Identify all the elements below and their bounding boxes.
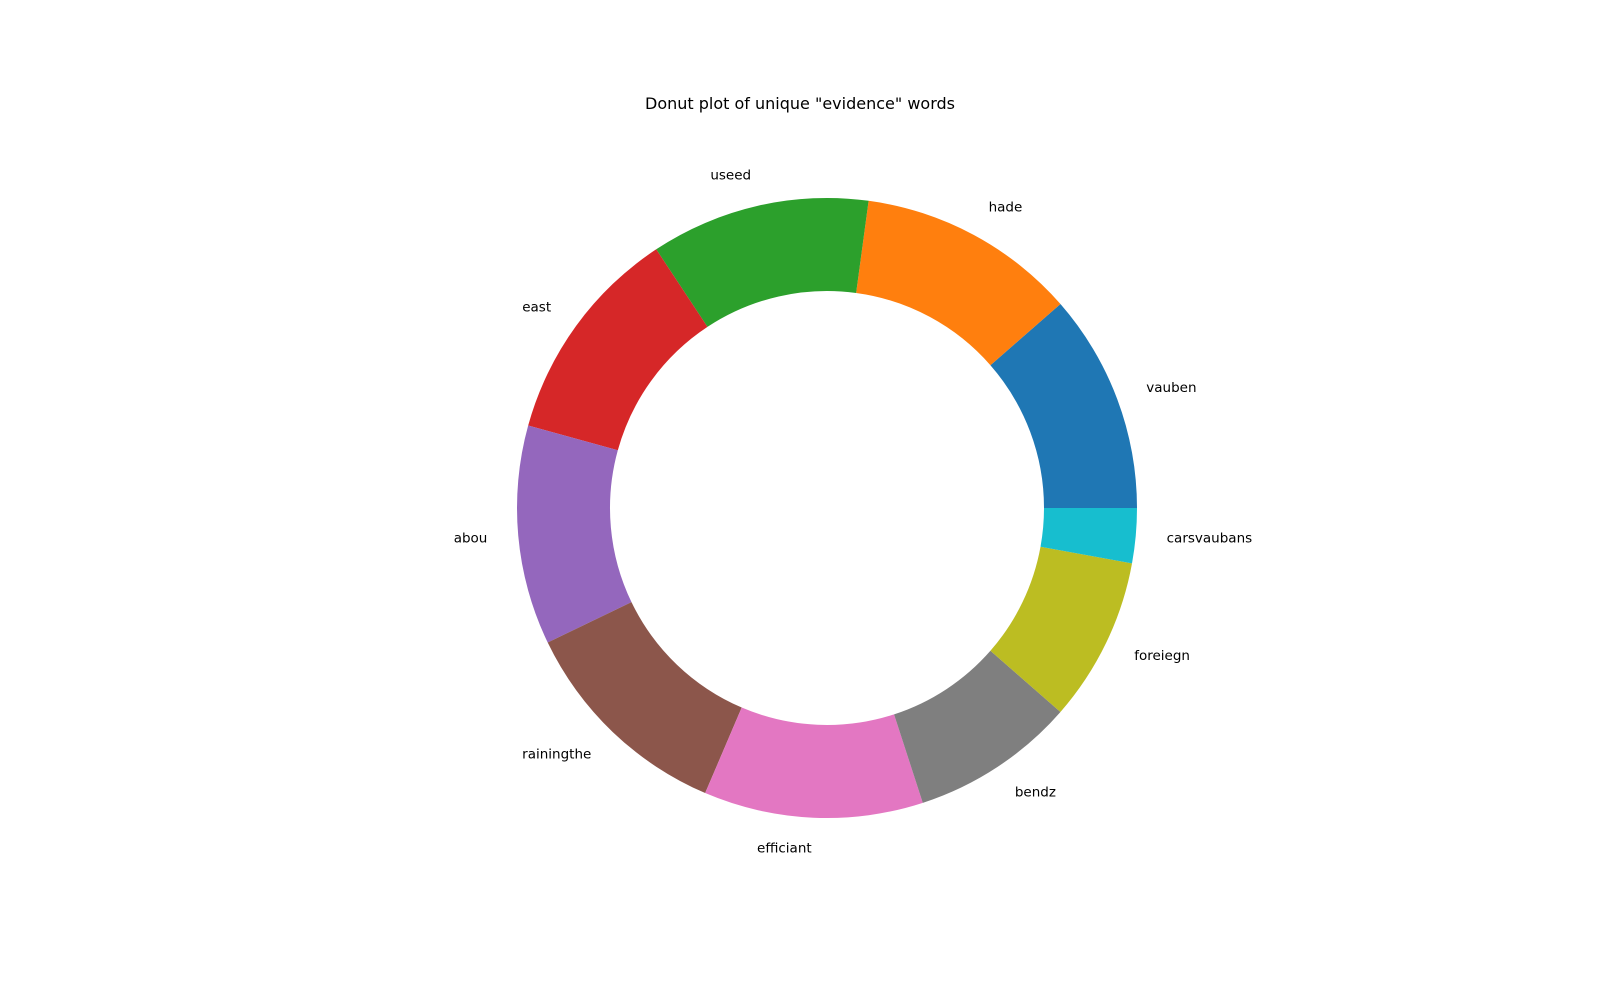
slice-label-hade: hade [989,200,1023,216]
slice-label-rainingthe: rainingthe [522,746,591,762]
donut-slice-efficiant [705,707,923,818]
donut-slice-abou [517,425,632,643]
donut-slice-carsvaubans [1040,508,1137,564]
slice-label-carsvaubans: carsvaubans [1167,531,1253,547]
slice-label-abou: abou [454,531,488,547]
donut-slice-hade [856,200,1061,366]
donut-slice-foreiegn [990,546,1133,712]
slice-label-vauben: vauben [1146,380,1196,396]
donut-slice-east [528,249,708,451]
slice-labels: vauben hade useed east abou rainingthe efficia… [454,168,1252,857]
donut-slice-useed [656,198,869,327]
chart-title: Donut plot of unique "evidence" words [645,94,955,113]
slice-label-east: east [522,300,551,316]
slice-label-useed: useed [710,168,751,184]
donut-slices [517,198,1137,818]
donut-slice-bendz [894,650,1061,803]
slice-label-efficiant: efficiant [757,841,812,857]
donut-slice-rainingthe [547,602,742,794]
donut-slice-vauben [990,304,1137,508]
slice-label-bendz: bendz [1015,785,1056,801]
slice-label-foreiegn: foreiegn [1134,648,1190,664]
